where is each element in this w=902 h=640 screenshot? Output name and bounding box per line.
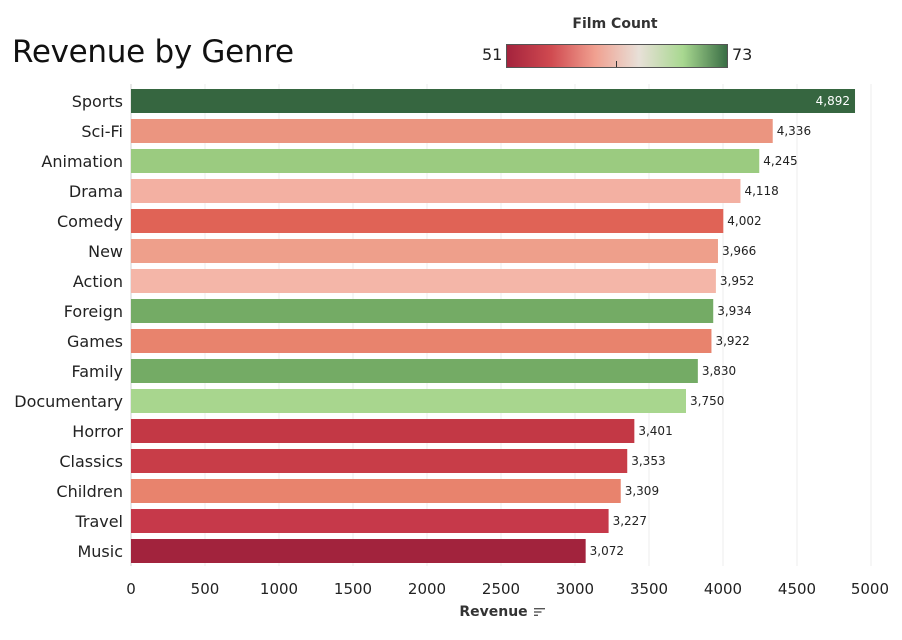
x-tick-label: 5000 — [851, 580, 889, 598]
category-label: Comedy — [57, 212, 123, 231]
color-legend: Film Count 51 73 — [470, 14, 760, 74]
category-label: Foreign — [64, 302, 123, 321]
x-tick-label: 500 — [191, 580, 220, 598]
category-label: Action — [73, 272, 123, 291]
legend-tick-mark — [616, 61, 617, 67]
chart-title: Revenue by Genre — [12, 34, 294, 70]
category-label: Sci-Fi — [81, 122, 123, 141]
category-label: Documentary — [14, 392, 123, 411]
category-label: Classics — [59, 452, 123, 471]
value-label: 3,934 — [717, 304, 751, 318]
bar — [131, 119, 773, 143]
bar — [131, 539, 586, 563]
value-label: 3,353 — [631, 454, 665, 468]
value-label: 3,401 — [638, 424, 672, 438]
value-label: 3,830 — [702, 364, 736, 378]
bar — [131, 329, 712, 353]
bar — [131, 419, 635, 443]
bar — [131, 389, 686, 413]
x-axis-title-text: Revenue — [459, 604, 528, 620]
category-label: Family — [72, 362, 123, 381]
category-label: New — [88, 242, 123, 261]
value-label: 4,118 — [744, 184, 778, 198]
x-tick-label: 3500 — [630, 580, 668, 598]
legend-color-ramp — [506, 44, 728, 68]
category-label: Animation — [41, 152, 123, 171]
x-tick-label: 1500 — [334, 580, 372, 598]
bar — [131, 359, 698, 383]
legend-max-label: 73 — [732, 45, 753, 64]
x-tick-label: 4500 — [778, 580, 816, 598]
value-label: 4,336 — [777, 124, 811, 138]
x-tick-label: 2500 — [482, 580, 520, 598]
value-label: 3,072 — [590, 544, 624, 558]
value-label: 3,309 — [625, 484, 659, 498]
x-axis-title[interactable]: Revenue — [0, 604, 902, 620]
x-tick-label: 0 — [126, 580, 136, 598]
value-label: 3,952 — [720, 274, 754, 288]
bar — [131, 239, 718, 263]
value-label: 4,245 — [763, 154, 797, 168]
bar — [131, 509, 609, 533]
x-tick-label: 3000 — [556, 580, 594, 598]
x-tick-label: 1000 — [260, 580, 298, 598]
value-label: 4,002 — [727, 214, 761, 228]
sort-descending-icon[interactable] — [533, 607, 545, 617]
value-label: 3,966 — [722, 244, 756, 258]
x-tick-label: 2000 — [408, 580, 446, 598]
value-label: 3,227 — [613, 514, 647, 528]
bar — [131, 179, 741, 203]
category-label: Games — [67, 332, 123, 351]
value-label: 3,750 — [690, 394, 724, 408]
bar — [131, 209, 724, 233]
legend-title: Film Count — [572, 16, 658, 32]
bar — [131, 299, 714, 323]
x-tick-label: 4000 — [704, 580, 742, 598]
category-label: Children — [56, 482, 123, 501]
bar — [131, 149, 760, 173]
bar — [131, 449, 628, 473]
value-label: 3,922 — [715, 334, 749, 348]
category-label: Horror — [72, 422, 123, 441]
legend-min-label: 51 — [482, 45, 503, 64]
value-label: 4,892 — [816, 94, 850, 108]
bar — [131, 89, 856, 113]
category-label: Drama — [69, 182, 123, 201]
category-label: Sports — [72, 92, 123, 111]
category-label: Travel — [74, 512, 123, 531]
bar — [131, 269, 716, 293]
bar — [131, 479, 621, 503]
category-label: Music — [77, 542, 123, 561]
